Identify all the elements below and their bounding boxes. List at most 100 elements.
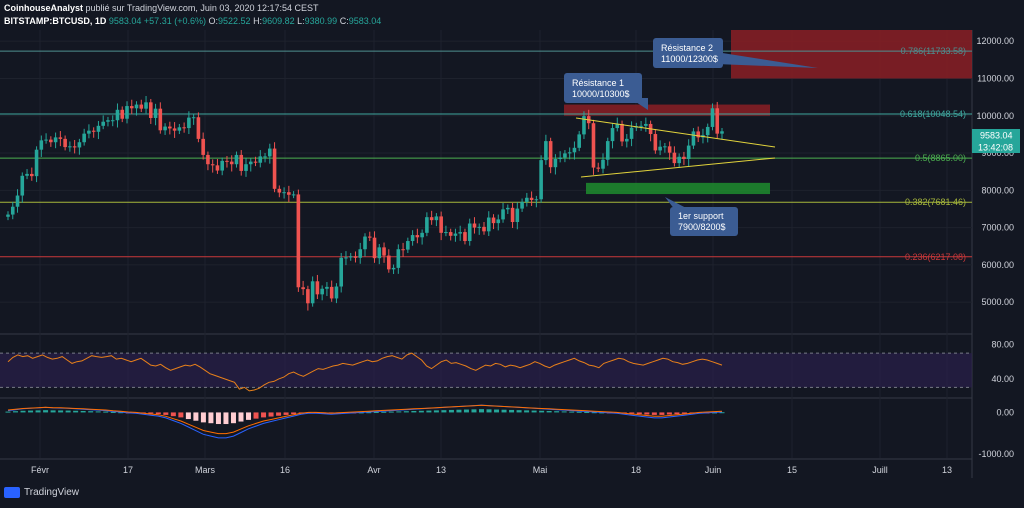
upper-trendline — [575, 117, 776, 148]
candle-body — [106, 120, 110, 122]
macd-histogram-bar — [283, 412, 289, 415]
candle-body — [453, 233, 458, 236]
candle-body — [686, 145, 691, 160]
candle-body — [296, 194, 301, 288]
candle-body — [168, 126, 172, 129]
candle-body — [425, 217, 429, 233]
macd-histogram-bar — [509, 409, 515, 413]
candle-body — [191, 117, 196, 119]
candle-body — [110, 120, 115, 122]
candle-body — [215, 165, 220, 171]
macd-histogram-bar — [719, 412, 725, 414]
candle-body — [663, 146, 667, 148]
candle-body — [263, 156, 267, 158]
support-pointer — [665, 197, 690, 210]
candle-body — [77, 142, 82, 148]
candle-body — [15, 195, 20, 207]
macd-histogram-bar — [28, 410, 34, 413]
candle-body — [344, 257, 348, 259]
candle-body — [710, 108, 715, 127]
candle-body — [49, 139, 53, 143]
macd-line — [7, 404, 723, 439]
macd-histogram-bar — [103, 411, 109, 413]
time-tick-label: 15 — [787, 465, 797, 475]
candle-body — [187, 117, 191, 129]
time-tick-label: Mars — [195, 465, 215, 475]
candle-body — [201, 138, 205, 155]
candle-body — [372, 237, 377, 259]
time-tick-label: Juill — [872, 465, 888, 475]
candle-body — [486, 217, 491, 232]
candle-body — [696, 131, 700, 138]
macd-histogram-bar — [501, 409, 507, 413]
macd-histogram-bar — [50, 410, 56, 413]
candle-body — [477, 226, 482, 228]
macd-histogram-bar — [261, 412, 267, 418]
macd-histogram-bar — [426, 410, 432, 413]
candle-body — [682, 156, 686, 160]
time-tick-label: Mai — [533, 465, 548, 475]
macd-histogram-bar — [291, 412, 297, 415]
candle-body — [125, 106, 129, 119]
candle-body — [434, 216, 439, 221]
macd-histogram-bar — [73, 410, 79, 413]
macd-histogram-bar — [388, 411, 394, 413]
macd-histogram-bar — [524, 410, 530, 413]
macd-pane — [0, 400, 972, 458]
lower-trendline — [580, 157, 776, 178]
candle-body — [315, 281, 320, 295]
publish-line: CoinhouseAnalyst publié sur TradingView.… — [4, 3, 319, 13]
candle-body — [520, 201, 524, 209]
macd-histogram-bar — [486, 409, 492, 413]
macd-histogram-bar — [403, 411, 409, 413]
time-tick-label: 13 — [436, 465, 446, 475]
macd-histogram-bar — [441, 410, 447, 413]
macd-histogram-bar — [599, 412, 605, 414]
candle-body — [44, 139, 48, 141]
candle-body — [339, 257, 343, 287]
macd-histogram-bar — [681, 412, 687, 414]
candle-body — [577, 134, 581, 148]
macd-histogram-bar — [546, 410, 552, 413]
candle-body — [410, 235, 415, 242]
macd-histogram-bar — [666, 412, 672, 415]
price-pane — [0, 30, 972, 332]
ohlc-line: BITSTAMP:BTCUSD, 1D 9583.04 +57.31 (+0.6… — [4, 16, 381, 26]
price-tick-label: 10000.00 — [976, 111, 1014, 121]
macd-histogram-bar — [268, 412, 274, 417]
author-name[interactable]: CoinhouseAnalyst — [4, 3, 84, 13]
candle-body — [558, 157, 562, 160]
candle-body — [63, 138, 67, 148]
candle-body — [429, 217, 434, 221]
fib-label: 0.5(8865.00) — [915, 153, 966, 163]
macd-histogram-bar — [185, 412, 191, 420]
resistance1-title: Résistance 1 — [572, 78, 624, 88]
candle-body — [253, 161, 258, 163]
candle-body — [182, 127, 186, 129]
candle-body — [329, 286, 334, 299]
macd-histogram-bar — [88, 411, 94, 413]
resistance2-range: 11000/12300$ — [661, 54, 718, 64]
candle-body — [415, 235, 420, 238]
macd-histogram-bar — [230, 412, 236, 424]
macd-histogram-bar — [223, 412, 229, 425]
candle-body — [629, 127, 634, 139]
price-tick-label: 8000.00 — [981, 185, 1014, 195]
price-tick-label: 11000.00 — [977, 73, 1014, 83]
macd-histogram-bar — [276, 412, 282, 416]
candle-body — [677, 156, 681, 164]
macd-histogram-bar — [58, 410, 64, 413]
candle-body — [149, 102, 153, 118]
macd-histogram-bar — [215, 412, 221, 425]
tradingview-logo[interactable]: TradingView — [4, 487, 79, 498]
macd-histogram-bar — [253, 412, 259, 419]
candle-body — [301, 287, 305, 290]
last-price: 9583.04 — [108, 16, 142, 26]
candle-body — [601, 159, 605, 169]
candle-body — [115, 109, 120, 121]
macd-histogram-bar — [246, 412, 252, 420]
resistance2-title: Résistance 2 — [661, 43, 713, 53]
candle-body — [177, 127, 182, 131]
symbol-label[interactable]: BITSTAMP:BTCUSD, 1D — [4, 16, 107, 26]
